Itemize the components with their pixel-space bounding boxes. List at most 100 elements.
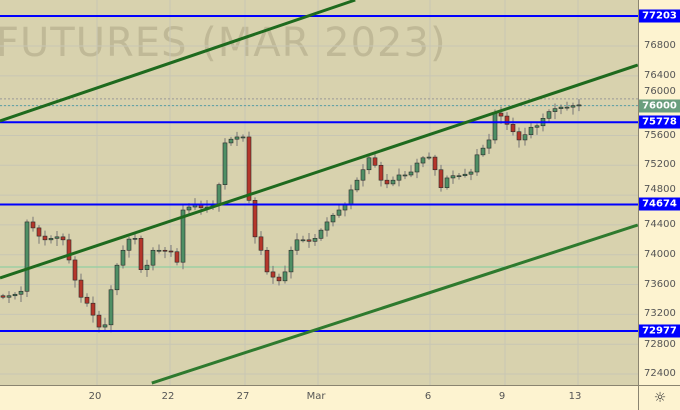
candle-body <box>156 249 162 252</box>
candle-body <box>30 221 36 229</box>
candle-body <box>504 115 510 125</box>
candle-body <box>42 235 48 241</box>
candle-body <box>330 214 336 223</box>
candle-body <box>162 249 168 252</box>
trend-line <box>0 0 356 123</box>
price-level-badge: 77203 <box>639 9 680 23</box>
time-tick-label: 13 <box>568 391 582 402</box>
price-tick-label: 74800 <box>644 184 676 196</box>
candle-body <box>108 289 114 326</box>
candle-body <box>486 139 492 149</box>
candle-body <box>348 189 354 206</box>
candle-body <box>246 136 252 201</box>
candle-body <box>372 157 378 166</box>
price-tick-label: 75200 <box>644 159 676 171</box>
chart-plot-area[interactable]: FUTURES (MAR 2023) <box>0 0 638 385</box>
candle-body <box>222 142 228 185</box>
price-level-badge: 75778 <box>639 115 680 129</box>
candle-body <box>36 227 42 237</box>
candle-body <box>408 171 414 176</box>
candle-body <box>90 302 96 316</box>
candle-body <box>240 136 246 139</box>
candle-body <box>228 138 234 144</box>
candle-body <box>12 293 18 297</box>
candle-body <box>546 111 552 119</box>
candle-body <box>360 169 366 181</box>
price-tick-label: 72800 <box>644 339 676 350</box>
candle-body <box>84 296 90 304</box>
candle-body <box>144 264 150 270</box>
price-tick-label: 74400 <box>644 218 676 230</box>
candle-body <box>54 236 60 239</box>
candle-body <box>150 249 156 266</box>
candle-body <box>492 112 498 141</box>
candle-body <box>138 238 144 270</box>
candle-body <box>0 295 6 298</box>
candle-body <box>102 324 108 328</box>
price-level-badge: 72977 <box>639 324 680 338</box>
candle-body <box>24 221 30 292</box>
candle-body <box>270 271 276 278</box>
candle-body <box>468 171 474 175</box>
settings-button[interactable]: ☼ <box>638 385 680 410</box>
candle-body <box>474 154 480 173</box>
price-tick-label: 73200 <box>644 308 676 320</box>
candle-body <box>288 249 294 273</box>
candle-body <box>342 204 348 211</box>
time-axis[interactable]: 20 22 27 Mar 6 9 13 <box>0 385 638 410</box>
candle-body <box>432 156 438 171</box>
time-tick-label: 20 <box>88 391 102 402</box>
price-tick-label: 76000 <box>644 85 676 97</box>
price-tick-label: 72400 <box>644 368 676 380</box>
candle-body <box>456 175 462 178</box>
candle-body <box>96 314 102 328</box>
candle-body <box>234 136 240 140</box>
price-axis[interactable]: 72400 72800 73200 73600 74000 74400 74800 75200… <box>638 0 680 385</box>
candle-body <box>498 112 504 117</box>
candle-body <box>282 271 288 282</box>
candle-body <box>300 239 306 242</box>
candle-body <box>396 174 402 181</box>
price-tick-label: 74000 <box>644 248 676 260</box>
candle-body <box>516 131 522 141</box>
candle-body <box>312 238 318 242</box>
candle-body <box>78 279 84 298</box>
candle-body <box>420 157 426 164</box>
candle-body <box>438 169 444 188</box>
candle-body <box>60 236 66 241</box>
candle-body <box>114 264 120 291</box>
price-level-badge: 76000 <box>639 99 680 113</box>
candle-body <box>564 106 570 109</box>
candle-body <box>216 184 222 206</box>
candle-body <box>354 179 360 191</box>
time-tick-label: 6 <box>424 391 432 402</box>
candle-body <box>66 239 72 261</box>
price-tick-label: 75600 <box>644 130 676 142</box>
candle-body <box>444 177 450 188</box>
candle-body <box>276 276 282 282</box>
candle-body <box>186 206 192 211</box>
candle-body <box>528 126 534 136</box>
candle-body <box>522 134 528 141</box>
price-chart <box>0 0 638 385</box>
candle-body <box>48 238 54 241</box>
candle-body <box>384 179 390 185</box>
candle-body <box>306 239 312 242</box>
candle-body <box>180 209 186 263</box>
time-tick-label: Mar <box>306 391 326 402</box>
candle-body <box>534 125 540 128</box>
candle-body <box>570 105 576 108</box>
candle-body <box>576 104 582 107</box>
candle-body <box>252 200 258 238</box>
candle-body <box>558 106 564 109</box>
candle-body <box>414 162 420 173</box>
candle-body <box>126 238 132 251</box>
price-tick-label: 76800 <box>644 40 676 51</box>
trend-line <box>0 63 638 280</box>
candle-body <box>510 123 516 133</box>
time-tick-label: 27 <box>236 391 250 402</box>
candle-body <box>6 295 12 298</box>
candle-body <box>132 238 138 240</box>
candle-body <box>426 156 432 159</box>
candle-body <box>480 147 486 156</box>
